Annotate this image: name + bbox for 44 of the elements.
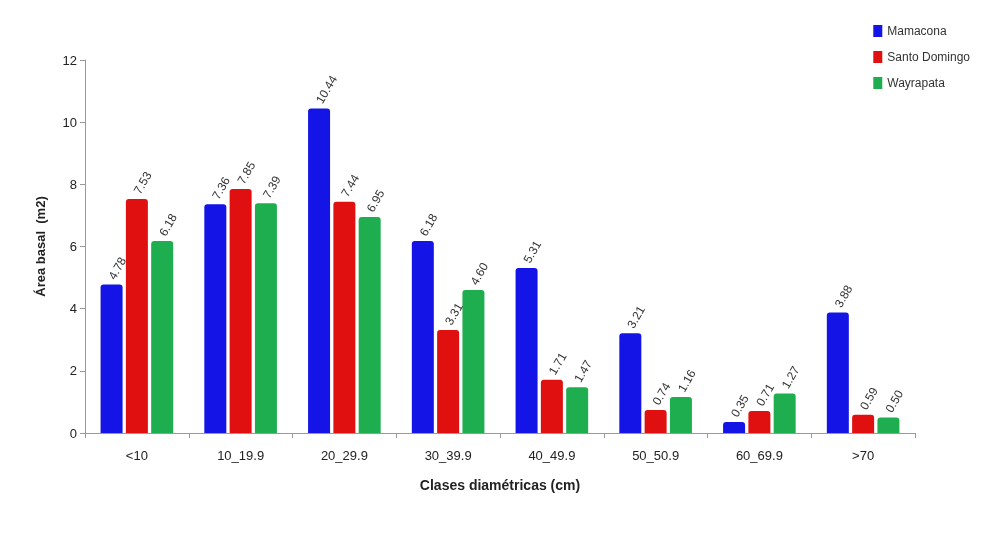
bar [411,240,434,433]
bar [308,108,331,433]
bar [125,198,148,433]
bar [826,312,849,433]
legend-label: Wayrapata [887,76,946,90]
x-tick-label: 60_69.9 [735,448,783,463]
x-tick-label: 30_39.9 [424,448,472,463]
bar [229,189,252,433]
bar [773,393,796,433]
bar [748,410,771,433]
bar [254,203,277,433]
x-tick-label: <10 [125,448,148,463]
bar [669,396,692,433]
bar [515,267,538,433]
bar [204,204,227,433]
x-tick-label: >70 [852,448,875,463]
bar [437,330,460,433]
x-tick-label: 20_29.9 [320,448,368,463]
y-tick-label: 2 [69,363,77,379]
legend-label: Santo Domingo [887,50,971,64]
bar [358,216,381,433]
y-tick-label: 12 [62,52,77,68]
x-tick-label: 50_50.9 [632,448,680,463]
legend-label: Mamacona [887,24,947,38]
y-tick-label: 0 [69,425,77,441]
bar [852,414,875,433]
bar [333,201,356,433]
x-axis-title: Clases diamétricas (cm) [419,477,581,493]
bar [566,387,589,433]
y-tick-label: 4 [69,301,77,317]
bar [151,240,174,433]
y-tick-label: 8 [69,176,77,192]
bar [540,379,563,433]
bar [100,284,123,433]
x-tick-label: 10_19.9 [217,448,265,463]
y-tick-label: 6 [69,239,77,254]
bar [877,417,900,433]
bar [644,410,667,433]
bar [723,422,746,433]
y-axis-title: Área basal (m2) [33,196,48,297]
bar [462,290,485,433]
x-tick-label: 40_49.9 [528,448,576,463]
y-tick-label: 10 [62,114,77,130]
bar [619,333,642,433]
